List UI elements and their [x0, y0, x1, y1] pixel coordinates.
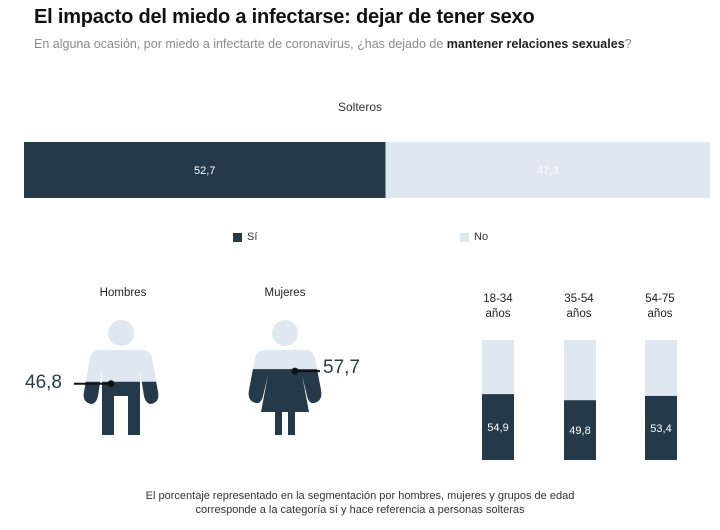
legend-swatch-si — [233, 232, 242, 242]
man-icon-light — [83, 320, 159, 435]
age-label-35-54-line2: años — [566, 308, 592, 320]
subtitle-end: ? — [624, 37, 632, 51]
age-label-35-54: 35-54 años — [549, 292, 609, 322]
legend-label-si: Sí — [247, 231, 258, 243]
bar-label-si: 52,7 — [194, 165, 215, 177]
woman-value-dot — [291, 367, 299, 375]
age-label-54-75-line1: 54-75 — [645, 293, 675, 305]
bar-label-no: 47,3 — [537, 165, 558, 177]
footnote-line1: El porcentaje representado en la segment… — [145, 490, 575, 502]
legend-swatch-no — [460, 232, 469, 242]
age-label-35-54-line1: 35-54 — [564, 293, 594, 305]
bar-segment-si — [24, 142, 386, 198]
solteros-title: Solteros — [337, 100, 383, 114]
age-label-18-34-line2: años — [485, 308, 511, 320]
footnote: El porcentaje representado en la segment… — [0, 489, 720, 517]
bar-segment-no — [385, 142, 710, 198]
legend-label-no: No — [474, 231, 489, 243]
age-label-54-75-line2: años — [647, 308, 673, 320]
label-hombres: Hombres — [99, 287, 147, 299]
stacked-bar-solteros: 52,7 47,3 — [24, 142, 710, 198]
age-label-54-75: 54-75 años — [630, 292, 690, 322]
label-mujeres: Mujeres — [264, 287, 306, 299]
age-label-18-34: 18-34 años — [468, 292, 528, 322]
value-hombres: 46,8 — [25, 371, 62, 393]
legend-item-no: No — [460, 231, 488, 243]
chart-title: El impacto del miedo a infectarse: dejar… — [34, 6, 535, 28]
chart-subtitle: En alguna ocasión, por miedo a infectart… — [34, 37, 674, 52]
subtitle-emphasis: mantener relaciones sexuales — [446, 37, 625, 51]
footnote-line2: corresponde a la categoría sí y hace ref… — [195, 504, 525, 516]
legend-item-si: Sí — [233, 231, 257, 243]
man-value-dot — [107, 380, 115, 388]
subtitle-text: En alguna ocasión, por miedo a infectart… — [34, 37, 447, 51]
value-mujeres: 57,7 — [323, 357, 360, 379]
age-label-18-34-line1: 18-34 — [483, 293, 513, 305]
